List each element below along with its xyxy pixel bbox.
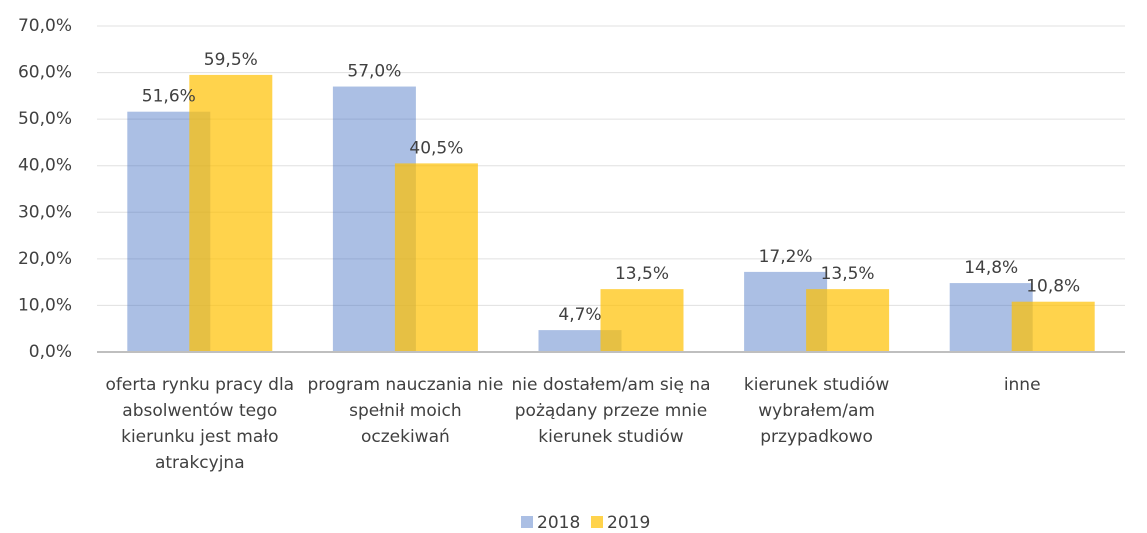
data-label: 17,2% xyxy=(759,247,813,267)
data-label: 13,5% xyxy=(821,264,875,284)
legend-label: 2018 xyxy=(537,513,580,533)
x-tick-label: oferta rynku pracy dla absolwentów tego … xyxy=(105,375,295,473)
bar xyxy=(806,289,890,352)
data-label: 40,5% xyxy=(409,138,463,158)
bar xyxy=(394,163,478,352)
bar xyxy=(1011,301,1095,352)
y-tick-label: 0,0% xyxy=(29,342,72,362)
data-label: 10,8% xyxy=(1026,277,1080,297)
bar xyxy=(189,74,273,353)
legend-swatch xyxy=(521,516,533,528)
y-tick-label: 50,0% xyxy=(18,109,72,129)
data-label: 59,5% xyxy=(204,50,258,70)
x-tick-label: nie dostałem/am się na pożądany przeze m… xyxy=(511,375,711,447)
y-tick-label: 70,0% xyxy=(18,16,72,36)
y-tick-label: 60,0% xyxy=(18,63,72,83)
data-label: 51,6% xyxy=(142,87,196,107)
bar xyxy=(600,289,684,352)
y-tick-label: 10,0% xyxy=(18,295,72,315)
x-tick-label: inne xyxy=(1003,375,1041,395)
y-tick-label: 20,0% xyxy=(18,249,72,269)
data-label: 57,0% xyxy=(347,62,401,82)
legend-label: 2019 xyxy=(607,513,650,533)
x-tick-label: kierunek studiów wybrałem/am przypadkowo xyxy=(743,375,890,447)
y-tick-label: 30,0% xyxy=(18,202,72,222)
y-tick-label: 40,0% xyxy=(18,156,72,176)
legend-swatch xyxy=(591,516,603,528)
data-label: 4,7% xyxy=(558,305,601,325)
x-tick-label: program nauczania nie spełnił moich ocze… xyxy=(307,375,504,447)
data-label: 13,5% xyxy=(615,264,669,284)
data-label: 14,8% xyxy=(964,258,1018,278)
